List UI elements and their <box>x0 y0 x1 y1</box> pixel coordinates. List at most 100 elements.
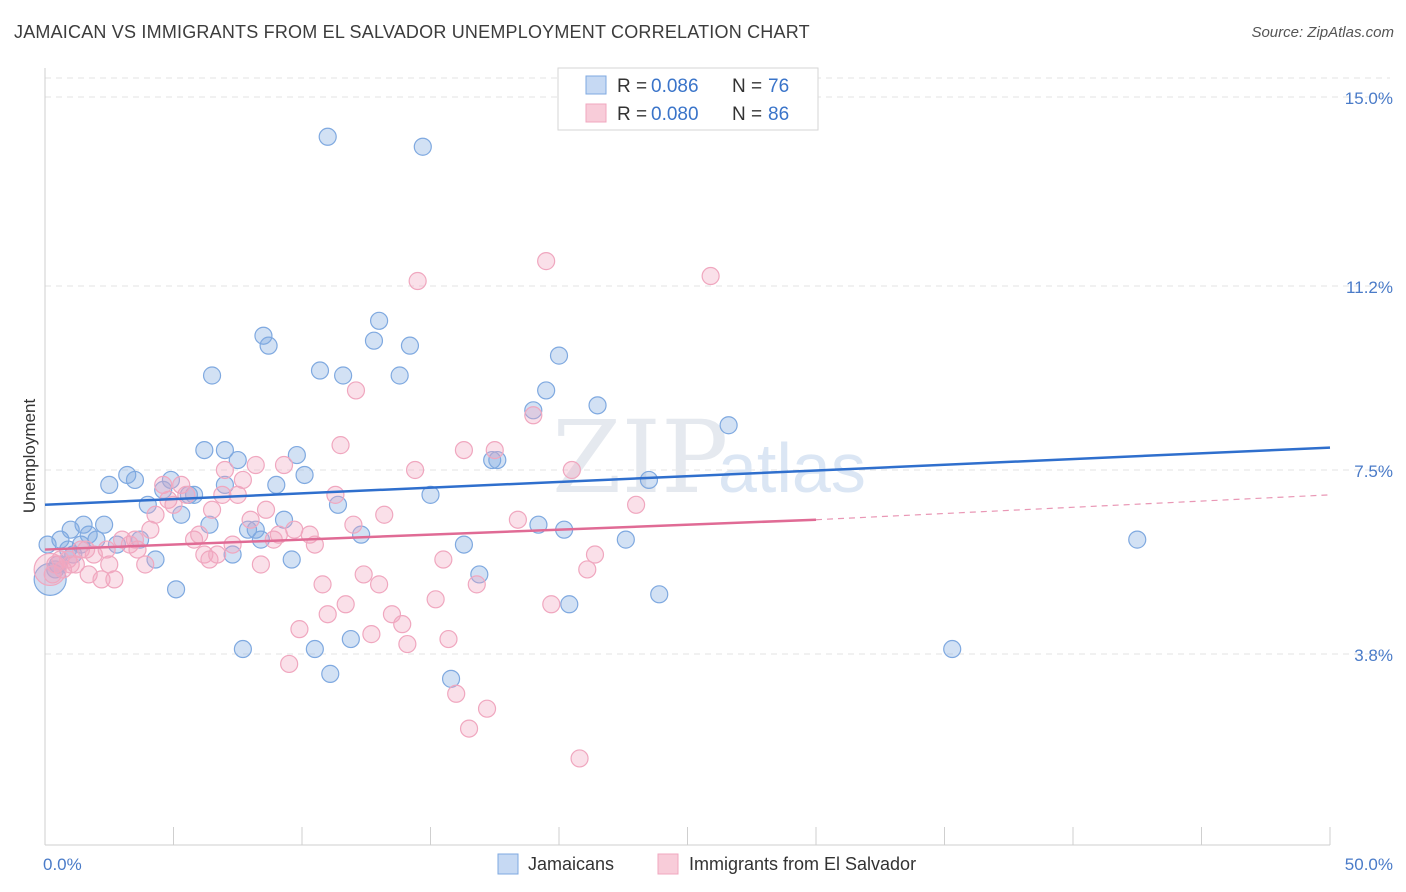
jamaicans-trend-line <box>44 446 1331 507</box>
el-salvador-point <box>172 475 191 495</box>
el-salvador-point <box>213 485 232 504</box>
jamaicans-point <box>228 450 247 470</box>
jamaicans-point <box>233 639 252 659</box>
jamaicans-point <box>1128 530 1147 549</box>
jamaicans-point <box>295 465 314 485</box>
legend-n-label-2: N = <box>732 104 762 125</box>
jamaicans-point <box>321 664 340 683</box>
el-salvador-point <box>485 440 504 460</box>
el-salvador-point <box>542 595 561 614</box>
el-salvador-point <box>439 629 458 649</box>
legend: R = 0.086 N = 76 R = 0.080 N = 86 <box>557 67 819 131</box>
el-salvador-point <box>51 550 70 569</box>
jamaicans-point <box>223 545 242 564</box>
el-salvador-point <box>346 381 366 400</box>
jamaicans-point <box>421 485 440 504</box>
jamaicans-point <box>251 530 270 549</box>
el-salvador-point <box>570 749 589 768</box>
watermark-atlas: atlas <box>718 429 866 507</box>
el-salvador-point <box>105 570 124 589</box>
el-salvador-point <box>146 505 165 524</box>
watermark-zip: ZIP <box>552 399 728 516</box>
jamaicans-point <box>390 366 409 385</box>
x-tick-labels: 0.0% 50.0% <box>43 855 1393 874</box>
el-salvador-point <box>190 525 209 544</box>
jamaicans-point <box>254 326 273 345</box>
el-salvador-point <box>477 699 497 718</box>
legend-r-label-2: R = <box>617 104 647 125</box>
jamaicans-point <box>413 137 432 156</box>
legend-n-value-1: 76 <box>768 76 789 97</box>
el-salvador-point <box>164 495 183 514</box>
y-tick-label: 7.5% <box>1354 462 1393 481</box>
el-salvador-point <box>508 510 527 529</box>
el-salvador-point <box>77 540 96 559</box>
legend-n-value-2: 86 <box>768 104 789 125</box>
jamaicans-point <box>454 535 474 554</box>
legend-swatch-el-salvador <box>585 103 607 123</box>
bottom-legend-swatch-jamaicans <box>497 853 519 875</box>
legend-r-label-1: R = <box>617 76 647 97</box>
el-salvador-point <box>331 436 350 455</box>
jamaicans-point <box>352 525 371 544</box>
el-salvador-trend-line <box>44 518 817 551</box>
jamaicans-point <box>549 346 569 365</box>
jamaicans-point <box>246 520 265 539</box>
y-tick-label: 15.0% <box>1345 89 1393 108</box>
el-salvador-trend-extension <box>815 494 1331 521</box>
jamaicans-point <box>639 470 659 490</box>
el-salvador-point <box>454 440 474 460</box>
jamaicans-point <box>100 475 119 495</box>
el-salvador-point <box>398 634 417 654</box>
el-salvador-point <box>370 575 389 594</box>
el-salvador-point <box>701 266 720 286</box>
el-salvador-point <box>362 625 381 644</box>
jamaicans-point <box>202 366 222 385</box>
bottom-legend: Jamaicans Immigrants from El Salvador <box>497 853 916 875</box>
jamaicans-point <box>719 416 738 435</box>
jamaicans-point <box>370 311 389 330</box>
el-salvador-point <box>578 560 597 579</box>
el-salvador-point <box>202 500 222 519</box>
trend-lines <box>44 446 1331 551</box>
jamaicans-point <box>529 515 548 534</box>
x-tick-label-max: 50.0% <box>1345 855 1393 874</box>
jamaicans-point <box>616 530 635 549</box>
el-salvador-point <box>537 252 556 271</box>
el-salvador-point <box>562 460 581 480</box>
jamaicans-point <box>537 381 556 400</box>
jamaicans-point <box>318 127 337 146</box>
legend-r-value-1: 0.086 <box>651 76 699 97</box>
jamaicans-point <box>524 401 543 420</box>
jamaicans-point <box>259 336 278 355</box>
el-salvador-point <box>467 575 486 594</box>
y-axis-label: Unemployment <box>20 399 39 514</box>
el-salvador-point <box>97 540 116 559</box>
jamaicans-point <box>400 336 420 355</box>
legend-r-value-2: 0.080 <box>651 104 699 125</box>
el-salvador-point <box>447 684 466 703</box>
el-salvador-point <box>354 565 373 584</box>
el-salvador-point <box>274 455 294 475</box>
jamaicans-point <box>172 505 191 524</box>
jamaicans-point <box>310 361 330 380</box>
el-salvador-point <box>585 545 605 564</box>
el-salvador-point <box>290 620 309 639</box>
el-salvador-point <box>285 520 304 539</box>
grid-lines <box>45 77 1390 655</box>
jamaicans-point <box>95 515 114 534</box>
el-salvador-point <box>177 485 196 504</box>
y-tick-label: 3.8% <box>1354 646 1393 665</box>
el-salvador-point <box>318 605 337 624</box>
el-salvador-point <box>215 460 234 480</box>
legend-n-label-1: N = <box>732 76 762 97</box>
source-label: Source: ZipAtlas.com <box>1251 24 1394 41</box>
jamaicans-point <box>215 440 234 460</box>
el-salvador-point <box>208 545 227 564</box>
el-salvador-point <box>128 540 147 559</box>
el-salvador-point <box>375 505 394 524</box>
jamaicans-point <box>588 396 607 415</box>
chart-title: JAMAICAN VS IMMIGRANTS FROM EL SALVADOR … <box>14 22 810 42</box>
y-tick-labels: 3.8% 7.5% 11.2% 15.0% <box>1345 89 1393 665</box>
